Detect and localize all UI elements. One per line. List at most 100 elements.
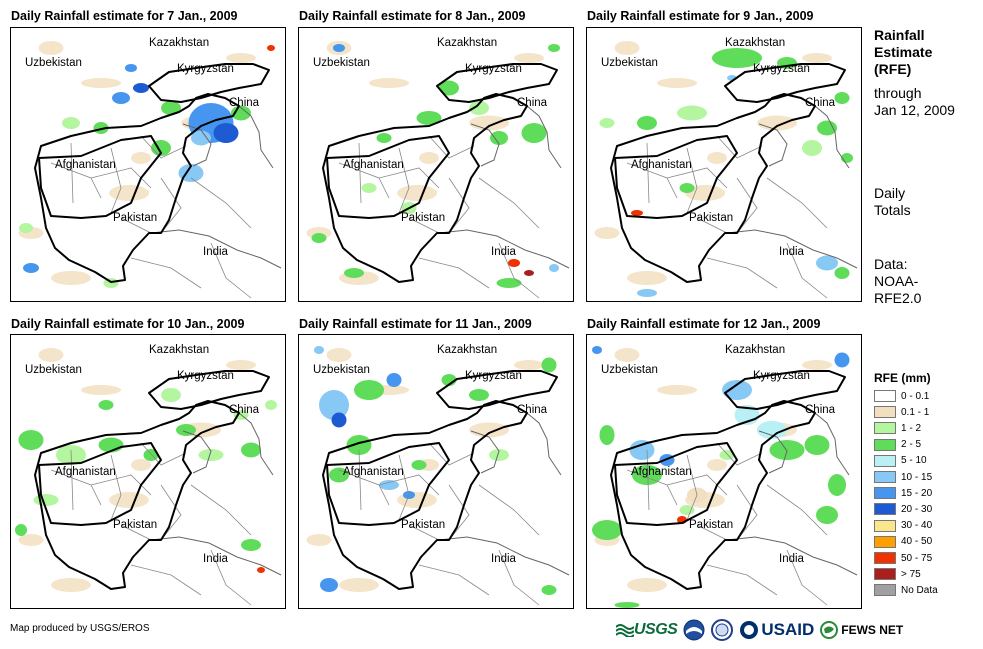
rain-area [816,255,838,271]
region-outline [610,93,816,283]
rain-area [161,101,181,115]
province-border [378,167,440,189]
rain-area [439,80,459,96]
legend-item: 1 - 2 [874,421,921,435]
country-border [726,536,858,576]
rain-area [524,270,534,276]
province-border [646,142,650,204]
province-border [766,177,828,229]
province-border [358,449,362,511]
legend-label: No Data [901,584,938,596]
region-outline [326,135,450,219]
country-border [438,229,570,269]
rain-light-area [38,41,64,55]
label-uzbekistan: Uzbekistan [601,364,658,376]
legend-swatch [874,503,896,516]
rain-area [257,567,265,573]
rain-light-area [109,492,149,508]
country-border [758,430,788,474]
rain-area [521,123,547,143]
country-border [238,105,274,169]
rain-area [23,263,39,273]
province-border [140,442,187,466]
legend-item: No Data [874,583,938,597]
rain-area [62,117,80,129]
rain-area [548,44,560,52]
rain-light-area [685,185,725,201]
label-china: China [805,404,836,416]
rain-area [112,92,130,104]
province-border [140,135,187,159]
rain-light-area [594,227,620,239]
daily-totals: Daily Totals [874,185,911,219]
usaid-seal-icon [740,621,759,639]
province-border [110,454,122,521]
legend-label: 2 - 5 [901,439,922,451]
fews-globe-icon [820,621,839,639]
province-border [478,484,540,536]
rain-light-area [802,53,832,63]
legend-item: 50 - 75 [874,551,932,565]
rain-area [629,440,655,460]
map-panel-7-jan: Kazakhstan Uzbekistan Kyrgyzstan China Afgha… [10,27,286,302]
province-border [448,484,470,541]
province-border [736,177,758,234]
rain-light-area [514,360,544,370]
rain-light-area [657,385,697,395]
label-pakistan: Pakistan [401,519,445,531]
label-china: China [517,404,548,416]
label-uzbekistan: Uzbekistan [313,364,370,376]
rain-light-area [51,271,91,285]
rain-area [679,183,695,193]
rain-light-area [757,115,797,131]
rain-light-area [51,578,91,592]
sidebar-heading: Rainfall Estimate (RFE) [874,27,932,78]
province-border [130,564,202,596]
region-outline [38,135,162,219]
label-india: India [491,246,517,258]
region-outline [322,400,528,590]
region-outline [322,93,528,283]
province-border [358,142,362,204]
label-pakistan: Pakistan [689,519,733,531]
province-border [786,242,828,299]
province-border [110,147,122,214]
province-border [686,147,698,214]
legend-swatch [874,422,896,435]
country-border [814,412,850,476]
rain-area [599,425,615,445]
legend-item: 10 - 15 [874,470,932,484]
legend-label: 20 - 30 [901,503,933,515]
label-kyrgyzstan: Kyrgyzstan [753,63,810,75]
rain-area [329,467,349,483]
rain-light-area [131,152,151,164]
rain-light-area [707,459,727,471]
legend-swatch [874,438,896,451]
province-border [696,217,728,234]
province-border [786,549,828,606]
rain-light-area [81,78,121,88]
rain-area [98,400,114,410]
panel-title-10-jan: Daily Rainfall estimate for 10 Jan., 200… [11,317,245,331]
rain-area [133,83,149,93]
rain-area [637,289,657,297]
label-india: India [203,246,229,258]
legend-item: 40 - 50 [874,535,932,549]
rain-area [314,346,324,354]
province-border [766,484,828,536]
rainfall-map: Kazakhstan Uzbekistan Kyrgyzstan China Afgha… [306,344,570,606]
region-outline [436,63,558,103]
province-border [210,549,252,606]
rainfall-map: Kazakhstan Uzbekistan Kyrgyzstan China Afgha… [594,37,858,299]
rain-area [161,388,181,402]
legend-swatch [874,454,896,467]
rain-light-area [419,152,439,164]
region-outline [34,400,240,590]
rain-area [541,585,557,595]
map-panel-9-jan: Kazakhstan Uzbekistan Kyrgyzstan China Afgha… [586,27,862,302]
rain-area [549,264,559,272]
panel-title-11-jan: Daily Rainfall estimate for 11 Jan., 200… [299,317,532,331]
rain-area [19,223,33,233]
legend-swatch [874,487,896,500]
rain-area [198,449,224,461]
